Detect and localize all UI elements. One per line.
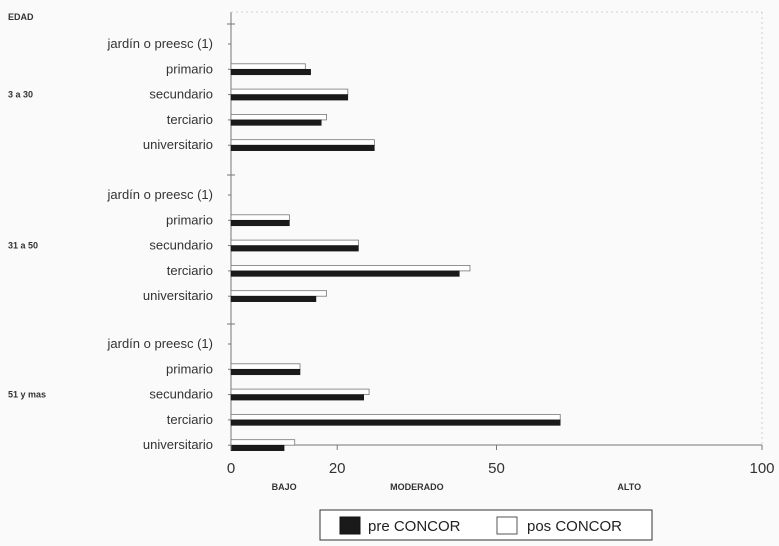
bar-pre-2-4: [230, 444, 285, 451]
bar-pre-0-4: [230, 144, 375, 151]
bar-pos-2-3: [230, 413, 561, 421]
bar-pre-2-2: [230, 394, 364, 401]
bar-pre-0-3: [230, 119, 322, 126]
group-label-2: 51 y mas: [8, 390, 46, 400]
category-label-2-2: secundario: [149, 387, 213, 402]
category-label-0-1: primario: [166, 61, 213, 76]
bar-pre-2-1: [230, 369, 301, 376]
category-label-0-2: secundario: [149, 87, 213, 102]
category-label-2-3: terciario: [167, 412, 213, 427]
bar-pos-0-2: [230, 88, 349, 95]
legend-swatch-pos: [496, 516, 518, 535]
group-label-1: 31 a 50: [8, 241, 38, 251]
bar-pre-1-1: [230, 220, 290, 227]
category-label-1-1: primario: [166, 212, 213, 227]
bar-pre-1-4: [230, 295, 317, 302]
bar-pos-1-2: [230, 239, 359, 247]
bar-pos-2-2: [230, 388, 370, 396]
category-label-2-0: jardín o preesc (1): [107, 336, 214, 351]
legend-label-pos: pos CONCOR: [527, 518, 622, 535]
bar-pre-1-3: [230, 270, 460, 277]
zone-label-0: BAJO: [272, 482, 297, 492]
bar-pos-2-1: [230, 363, 301, 370]
y-axis-title: EDAD: [8, 12, 34, 22]
x-tick-label-3: 100: [749, 460, 774, 477]
bar-pos-0-3: [230, 114, 327, 121]
category-label-0-0: jardín o preesc (1): [107, 36, 214, 51]
category-label-0-3: terciario: [167, 112, 213, 127]
category-label-2-1: primario: [166, 361, 213, 376]
bar-pre-2-3: [230, 419, 561, 426]
zone-label-1: MODERADO: [390, 482, 444, 492]
group-label-0: 3 a 30: [8, 90, 33, 100]
category-label-1-3: terciario: [167, 263, 213, 278]
category-label-1-4: universitario: [143, 288, 213, 303]
category-label-1-0: jardín o preesc (1): [107, 187, 214, 202]
zone-label-2: ALTO: [617, 482, 641, 492]
bar-pos-2-4: [230, 439, 296, 446]
category-label-2-4: universitario: [143, 437, 213, 452]
x-tick-label-2: 50: [488, 460, 505, 477]
legend-swatch-pre: [339, 516, 361, 535]
category-label-0-4: universitario: [143, 137, 213, 152]
bar-pre-0-2: [230, 94, 349, 101]
bar-pos-1-1: [230, 214, 290, 221]
bar-pos-0-1: [230, 63, 306, 70]
bar-pre-1-2: [230, 245, 359, 252]
legend-label-pre: pre CONCOR: [368, 518, 461, 535]
bar-pos-1-3: [230, 264, 471, 272]
bar-pos-1-4: [230, 290, 327, 297]
category-label-1-2: secundario: [149, 238, 213, 253]
legend-box: [319, 509, 653, 541]
bar-pos-0-4: [230, 139, 375, 146]
x-tick-label-1: 20: [329, 460, 346, 477]
x-tick-label-0: 0: [227, 460, 235, 477]
bar-pre-0-1: [230, 69, 311, 76]
